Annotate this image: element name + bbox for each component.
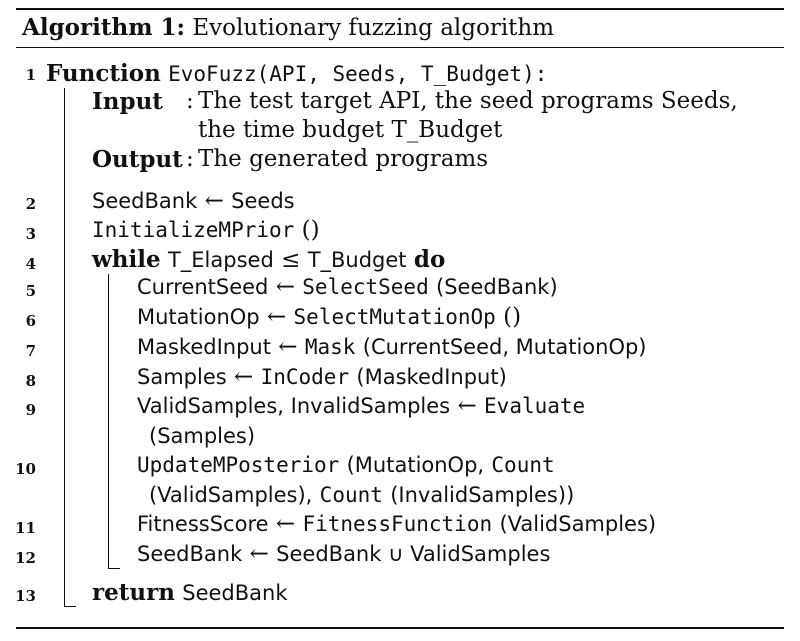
while-header: while T_Elapsed ≤ T_Budget do <box>92 246 445 273</box>
selectmutationop-args: () <box>503 304 522 330</box>
algorithm-label: Algorithm 1: <box>22 14 186 41</box>
line-number: 9 <box>25 401 36 419</box>
line-number: 11 <box>15 519 36 537</box>
statement-line-3: InitializeMPrior () <box>92 217 320 243</box>
caption-rule <box>16 47 784 48</box>
assign-arrow: ← <box>275 511 296 537</box>
line-number: 12 <box>15 549 36 567</box>
algorithm-title: Evolutionary fuzzing algorithm <box>192 15 555 41</box>
top-rule <box>16 8 784 10</box>
function-name: EvoFuzz <box>168 62 257 86</box>
line-number: 7 <box>25 342 36 360</box>
do-keyword: do <box>413 246 446 273</box>
statement-line-10: UpdateMPosterior (MutationOp, Count <box>137 452 555 478</box>
input-label: Input <box>92 88 163 115</box>
line-number: 2 <box>25 195 36 213</box>
initialize-call: InitializeMPrior <box>92 218 295 242</box>
selectseed-call: SelectSeed <box>302 275 429 299</box>
output-label-row: Output <box>92 146 183 173</box>
function-args: (API, Seeds, T_Budget): <box>256 62 548 86</box>
fitnessscore-var: FitnessScore <box>137 512 269 536</box>
mask-call: Mask <box>304 335 356 359</box>
incoder-call: InCoder <box>260 365 350 389</box>
line-number: 5 <box>25 282 36 300</box>
assign-arrow: ← <box>457 393 477 419</box>
selectmutationop-call: SelectMutationOp <box>293 305 496 329</box>
statement-line-2: SeedBank ← Seeds <box>92 188 295 214</box>
input-label-row: Input <box>92 88 163 115</box>
function-scope-bar <box>64 88 65 606</box>
samples-var: Samples <box>137 365 227 389</box>
budget-var: T_Budget <box>307 248 407 272</box>
selectseed-args: (SeedBank) <box>436 275 558 299</box>
fitnessfunction-call: FitnessFunction <box>302 512 493 536</box>
seedbank-union-expression: SeedBank ∪ ValidSamples <box>276 542 551 566</box>
statement-line-12: SeedBank ← SeedBank ∪ ValidSamples <box>137 541 550 567</box>
while-scope-bar <box>108 274 109 568</box>
maskedinput-var: MaskedInput <box>137 335 271 359</box>
statement-line-6: MutationOp ← SelectMutationOp () <box>137 304 521 330</box>
output-text: The generated programs <box>198 146 489 172</box>
output-colon: : <box>186 146 194 172</box>
input-text: The test target API, the seed programs S… <box>198 88 738 114</box>
le-symbol: ≤ <box>281 247 301 273</box>
output-label: Output <box>92 146 183 173</box>
fitnessfunction-args: (ValidSamples) <box>499 512 657 536</box>
assign-arrow: ← <box>266 304 287 330</box>
elapsed-var: T_Elapsed <box>167 248 274 272</box>
updatemposterior-call: UpdateMPosterior <box>137 453 340 477</box>
statement-line-7: MaskedInput ← Mask (CurrentSeed, Mutatio… <box>137 334 647 360</box>
initialize-args: () <box>301 217 320 243</box>
algorithm-caption: Algorithm 1: Evolutionary fuzzing algori… <box>22 14 554 41</box>
return-keyword: return <box>92 579 175 606</box>
bottom-rule <box>16 627 784 629</box>
statement-line-11: FitnessScore ← FitnessFunction (ValidSam… <box>137 511 656 537</box>
seedbank-var: SeedBank <box>137 542 243 566</box>
evaluate-call: Evaluate <box>484 394 586 418</box>
input-text-continued: the time budget T_Budget <box>198 117 503 143</box>
line-number: 13 <box>15 587 36 605</box>
incoder-args: (MaskedInput) <box>356 365 507 389</box>
statement-line-10-continued: (ValidSamples), Count (InvalidSamples)) <box>149 482 574 508</box>
seeds-var: Seeds <box>231 189 295 213</box>
assign-arrow: ← <box>234 364 254 390</box>
statement-line-5: CurrentSeed ← SelectSeed (SeedBank) <box>137 274 558 300</box>
evaluate-args: (Samples) <box>149 424 256 448</box>
line-number: 1 <box>25 66 36 84</box>
assign-arrow: ← <box>275 274 295 300</box>
while-scope-end <box>108 568 120 569</box>
line-number: 6 <box>25 312 36 330</box>
assign-arrow: ← <box>278 334 298 360</box>
return-statement: return SeedBank <box>92 579 288 606</box>
validsamples-invalidsamples-vars: ValidSamples, InvalidSamples <box>137 394 451 418</box>
function-keyword: Function <box>46 60 161 87</box>
line-number: 10 <box>15 460 36 478</box>
seedbank-var: SeedBank <box>92 189 198 213</box>
statement-line-8: Samples ← InCoder (MaskedInput) <box>137 364 507 390</box>
count-args-invalid: (InvalidSamples)) <box>390 483 575 507</box>
mutationop-var: MutationOp <box>137 305 260 329</box>
line-number: 4 <box>25 255 36 273</box>
function-signature: Function EvoFuzz(API, Seeds, T_Budget): <box>46 60 547 87</box>
while-keyword: while <box>92 246 161 273</box>
function-scope-end <box>64 606 76 607</box>
statement-line-9: ValidSamples, InvalidSamples ← Evaluate <box>137 393 585 419</box>
assign-arrow: ← <box>204 188 224 214</box>
return-value: SeedBank <box>182 581 288 605</box>
count-call: Count <box>491 453 555 477</box>
count-call: Count <box>319 483 383 507</box>
updatemposterior-args: (MutationOp, <box>346 453 485 477</box>
line-number: 3 <box>25 225 36 243</box>
mask-args: (CurrentSeed, MutationOp) <box>362 335 647 359</box>
assign-arrow: ← <box>249 541 269 567</box>
line-number: 8 <box>25 372 36 390</box>
count-args-valid: (ValidSamples), <box>149 483 313 507</box>
currentseed-var: CurrentSeed <box>137 275 269 299</box>
input-colon: : <box>186 88 194 114</box>
